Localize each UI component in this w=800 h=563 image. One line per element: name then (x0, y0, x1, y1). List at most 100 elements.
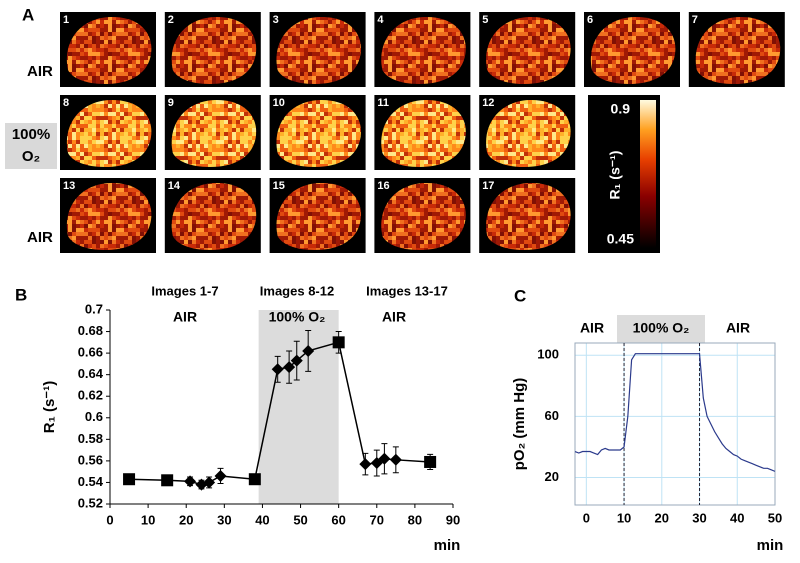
panel-label: B (15, 285, 27, 304)
y-tick-label: 0.66 (78, 345, 103, 360)
x-axis-title: min (757, 537, 784, 554)
x-tick-label: 40 (255, 512, 269, 527)
row-label: O₂ (22, 148, 40, 165)
y-tick-label: 20 (545, 469, 559, 484)
annotation: AIR (726, 320, 750, 336)
x-tick-label: 80 (408, 512, 422, 527)
diamond-marker (184, 475, 197, 488)
square-marker (424, 455, 437, 468)
y-axis-title: pO₂ (mm Hg) (511, 378, 528, 471)
annotation: Images 8-12 (260, 283, 334, 298)
x-tick-label: 20 (179, 512, 193, 527)
y-tick-label: 0.54 (78, 474, 104, 489)
tissue-map (171, 99, 257, 167)
annotation-box (617, 315, 705, 343)
row-label: 100% (12, 126, 50, 143)
annotation: 100% O₂ (633, 320, 690, 336)
x-tick-label: 10 (141, 512, 155, 527)
tissue-map (66, 99, 152, 167)
shaded-region (258, 310, 339, 504)
x-tick-label: 0 (583, 510, 590, 525)
diamond-marker (271, 363, 284, 376)
annotation: AIR (580, 320, 604, 336)
diamond-marker (389, 453, 402, 466)
y-tick-label: 60 (545, 408, 559, 423)
image-number: 11 (377, 97, 389, 109)
square-marker (161, 474, 174, 487)
row-label: AIR (27, 63, 53, 80)
x-tick-label: 40 (730, 510, 744, 525)
tissue-map (486, 16, 571, 84)
tissue-map (66, 182, 152, 250)
square-marker (123, 473, 136, 486)
y-tick-label: 0.62 (78, 388, 103, 403)
annotation: AIR (382, 309, 406, 325)
tissue-map (381, 182, 466, 250)
square-marker (332, 336, 345, 349)
tissue-map (381, 16, 466, 84)
annotation: AIR (173, 309, 197, 325)
x-tick-label: 30 (692, 510, 706, 525)
tissue-map (381, 99, 466, 167)
colorbar-title: R₁ (s⁻¹) (607, 151, 623, 200)
data-line (574, 353, 776, 472)
colorbar (640, 100, 656, 248)
panel-label: A (22, 5, 34, 24)
x-tick-label: 50 (293, 512, 307, 527)
tissue-map (590, 16, 676, 84)
tissue-map (695, 16, 781, 84)
image-number: 12 (482, 97, 494, 109)
tissue-map (276, 182, 361, 250)
colorbar-label: 0.9 (611, 101, 631, 117)
tissue-map (486, 99, 571, 167)
image-number: 3 (273, 14, 279, 26)
diamond-marker (359, 458, 372, 471)
x-tick-label: 0 (106, 512, 113, 527)
x-tick-label: 70 (370, 512, 384, 527)
row-label-box (5, 123, 57, 169)
image-number: 10 (273, 97, 285, 109)
tissue-map (171, 182, 257, 250)
y-tick-label: 0.68 (78, 323, 103, 338)
diamond-marker (283, 361, 296, 374)
image-number: 6 (587, 14, 593, 26)
image-number: 15 (273, 180, 285, 192)
row-label: AIR (27, 229, 53, 246)
tissue-map (171, 16, 257, 84)
tissue-map (66, 16, 152, 84)
y-tick-label: 100 (537, 347, 559, 362)
image-number: 7 (692, 14, 698, 26)
tissue-map (276, 99, 361, 167)
y-tick-label: 0.58 (78, 431, 103, 446)
diamond-marker (203, 476, 216, 489)
image-number: 2 (168, 14, 174, 26)
annotation: 100% O₂ (269, 309, 326, 325)
image-number: 17 (482, 180, 494, 192)
x-tick-label: 20 (655, 510, 669, 525)
diamond-marker (290, 354, 303, 367)
y-tick-label: 0.6 (85, 409, 103, 424)
annotation: Images 13-17 (366, 283, 448, 298)
image-number: 1 (63, 14, 69, 26)
annotation: Images 1-7 (151, 283, 218, 298)
image-number: 8 (63, 97, 69, 109)
y-axis-title: R₁ (s⁻¹) (41, 381, 58, 433)
image-number: 14 (168, 180, 181, 192)
x-tick-label: 50 (768, 510, 782, 525)
image-number: 4 (377, 14, 384, 26)
diamond-marker (214, 469, 227, 482)
panel-label: C (514, 286, 526, 305)
y-tick-label: 0.56 (78, 452, 103, 467)
image-number: 13 (63, 180, 75, 192)
x-axis-title: min (434, 537, 461, 554)
y-tick-label: 0.7 (85, 301, 103, 316)
x-tick-label: 60 (331, 512, 345, 527)
x-tick-label: 30 (217, 512, 231, 527)
image-number: 16 (377, 180, 389, 192)
y-tick-label: 0.52 (78, 495, 103, 510)
tissue-map (486, 182, 571, 250)
y-tick-label: 0.64 (78, 366, 104, 381)
x-tick-label: 90 (446, 512, 460, 527)
